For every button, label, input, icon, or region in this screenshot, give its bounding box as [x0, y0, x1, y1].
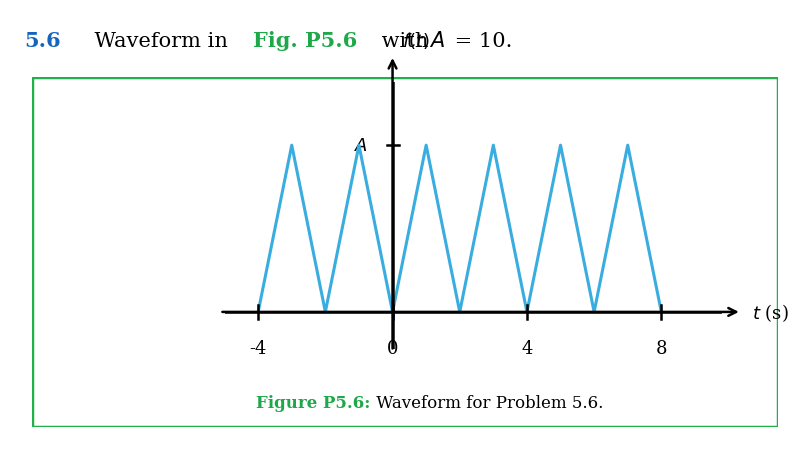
Text: Fig. P5.6: Fig. P5.6 [253, 31, 357, 51]
Text: $t$ (s): $t$ (s) [751, 302, 788, 323]
Text: 0: 0 [387, 339, 399, 357]
Text: $f(t)$: $f(t)$ [403, 31, 431, 50]
Text: = 10.: = 10. [448, 32, 512, 51]
Text: -4: -4 [249, 339, 267, 357]
Text: Waveform for Problem 5.6.: Waveform for Problem 5.6. [371, 394, 604, 411]
Text: Waveform in: Waveform in [68, 32, 235, 51]
Text: $A$: $A$ [429, 31, 445, 51]
Text: 4: 4 [521, 339, 533, 357]
Text: with: with [375, 32, 435, 51]
Text: 5.6: 5.6 [24, 31, 61, 51]
Text: $A$: $A$ [354, 137, 367, 155]
FancyBboxPatch shape [32, 78, 778, 427]
Text: Figure P5.6:: Figure P5.6: [256, 394, 371, 411]
Text: 8: 8 [655, 339, 667, 357]
